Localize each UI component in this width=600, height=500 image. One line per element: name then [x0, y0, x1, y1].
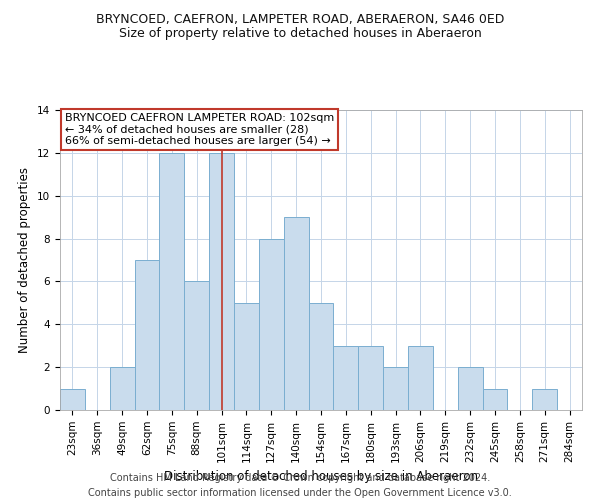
- Text: BRYNCOED, CAEFRON, LAMPETER ROAD, ABERAERON, SA46 0ED: BRYNCOED, CAEFRON, LAMPETER ROAD, ABERAE…: [96, 12, 504, 26]
- Bar: [60, 388, 85, 410]
- Bar: [160, 153, 184, 410]
- Bar: [259, 238, 284, 410]
- Y-axis label: Number of detached properties: Number of detached properties: [19, 167, 31, 353]
- Bar: [110, 367, 134, 410]
- Bar: [334, 346, 358, 410]
- Bar: [234, 303, 259, 410]
- Bar: [284, 217, 308, 410]
- Bar: [184, 282, 209, 410]
- Text: BRYNCOED CAEFRON LAMPETER ROAD: 102sqm
← 34% of detached houses are smaller (28): BRYNCOED CAEFRON LAMPETER ROAD: 102sqm ←…: [65, 113, 334, 146]
- Bar: [532, 388, 557, 410]
- Bar: [358, 346, 383, 410]
- Text: Size of property relative to detached houses in Aberaeron: Size of property relative to detached ho…: [119, 28, 481, 40]
- Bar: [308, 303, 334, 410]
- Bar: [209, 153, 234, 410]
- Bar: [408, 346, 433, 410]
- Text: Contains HM Land Registry data © Crown copyright and database right 2024.
Contai: Contains HM Land Registry data © Crown c…: [88, 472, 512, 498]
- Bar: [482, 388, 508, 410]
- X-axis label: Distribution of detached houses by size in Aberaeron: Distribution of detached houses by size …: [164, 470, 478, 483]
- Bar: [134, 260, 160, 410]
- Bar: [458, 367, 482, 410]
- Bar: [383, 367, 408, 410]
